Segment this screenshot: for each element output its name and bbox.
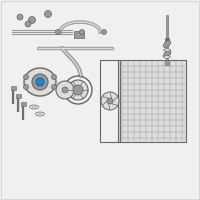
Circle shape xyxy=(24,84,29,90)
Ellipse shape xyxy=(24,68,56,96)
Bar xyxy=(16,94,21,98)
Bar xyxy=(166,54,168,60)
Circle shape xyxy=(73,85,83,95)
Circle shape xyxy=(80,29,84,34)
Bar xyxy=(118,60,186,142)
Circle shape xyxy=(44,10,52,18)
Bar xyxy=(165,60,169,65)
Circle shape xyxy=(52,84,57,90)
Circle shape xyxy=(107,98,113,104)
Polygon shape xyxy=(163,50,171,58)
Polygon shape xyxy=(163,40,171,48)
Circle shape xyxy=(62,87,68,93)
Circle shape xyxy=(29,17,36,23)
Circle shape xyxy=(56,29,60,34)
Bar xyxy=(166,15,168,38)
Circle shape xyxy=(32,74,48,90)
Circle shape xyxy=(25,21,31,27)
Bar xyxy=(164,50,170,54)
Bar xyxy=(100,60,120,142)
Ellipse shape xyxy=(164,56,170,58)
Bar xyxy=(165,38,169,44)
Circle shape xyxy=(102,29,106,34)
Circle shape xyxy=(101,92,119,110)
Circle shape xyxy=(36,78,44,86)
Ellipse shape xyxy=(164,49,170,51)
Bar xyxy=(10,86,16,90)
Circle shape xyxy=(17,14,23,20)
Circle shape xyxy=(56,81,74,99)
Bar xyxy=(21,102,26,106)
Circle shape xyxy=(52,74,57,79)
Circle shape xyxy=(68,80,88,100)
Bar xyxy=(74,31,84,38)
Circle shape xyxy=(24,74,29,79)
Bar xyxy=(166,44,168,50)
